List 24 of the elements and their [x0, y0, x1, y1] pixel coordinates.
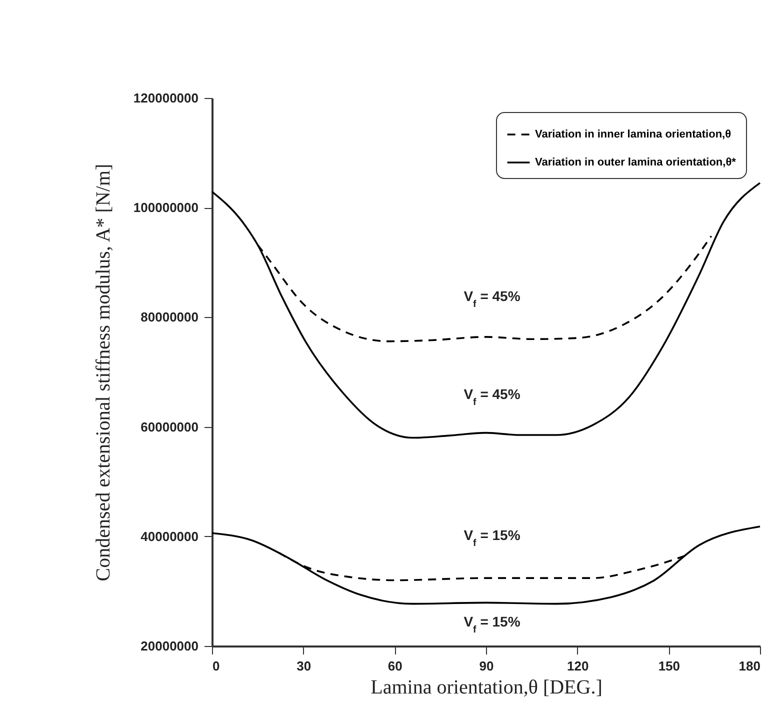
line-series — [256, 235, 712, 342]
annotation: V$_{f}$ = 15% — [464, 614, 521, 636]
annotation: V$_{f}$ = 15% — [464, 527, 521, 549]
x-tick-label: 90 — [479, 658, 494, 674]
x-tick-label: 30 — [296, 658, 312, 674]
y-tick-label: 20000000 — [140, 638, 198, 654]
y-axis-title: Condensed extensional stiffness modulus, A* [N/m] — [92, 164, 114, 582]
y-tick-label: 80000000 — [140, 310, 198, 325]
x-tick-label: 180 — [738, 658, 760, 674]
y-tick-label: 40000000 — [140, 528, 198, 544]
annotation: V$_{f}$ = 45% — [464, 288, 521, 310]
y-tick-label: 120000000 — [133, 90, 198, 106]
y-tick-label: 100000000 — [133, 200, 198, 216]
line-series — [211, 526, 761, 605]
annotation: V$_{f}$ = 45% — [464, 386, 521, 408]
x-tick-label: 60 — [388, 658, 402, 674]
line-series — [211, 182, 761, 439]
x-tick-label: 150 — [658, 658, 680, 674]
x-tick-label: 0 — [212, 658, 220, 674]
legend-label: Variation in inner lamina orientation,θ — [535, 128, 732, 140]
legend-label: Variation in outer lamina orientation,θ* — [535, 156, 737, 168]
x-axis-title: Lamina orientation,θ [DEG.] — [370, 676, 602, 698]
y-tick-label: 60000000 — [140, 419, 198, 434]
x-tick-label: 120 — [566, 658, 589, 674]
